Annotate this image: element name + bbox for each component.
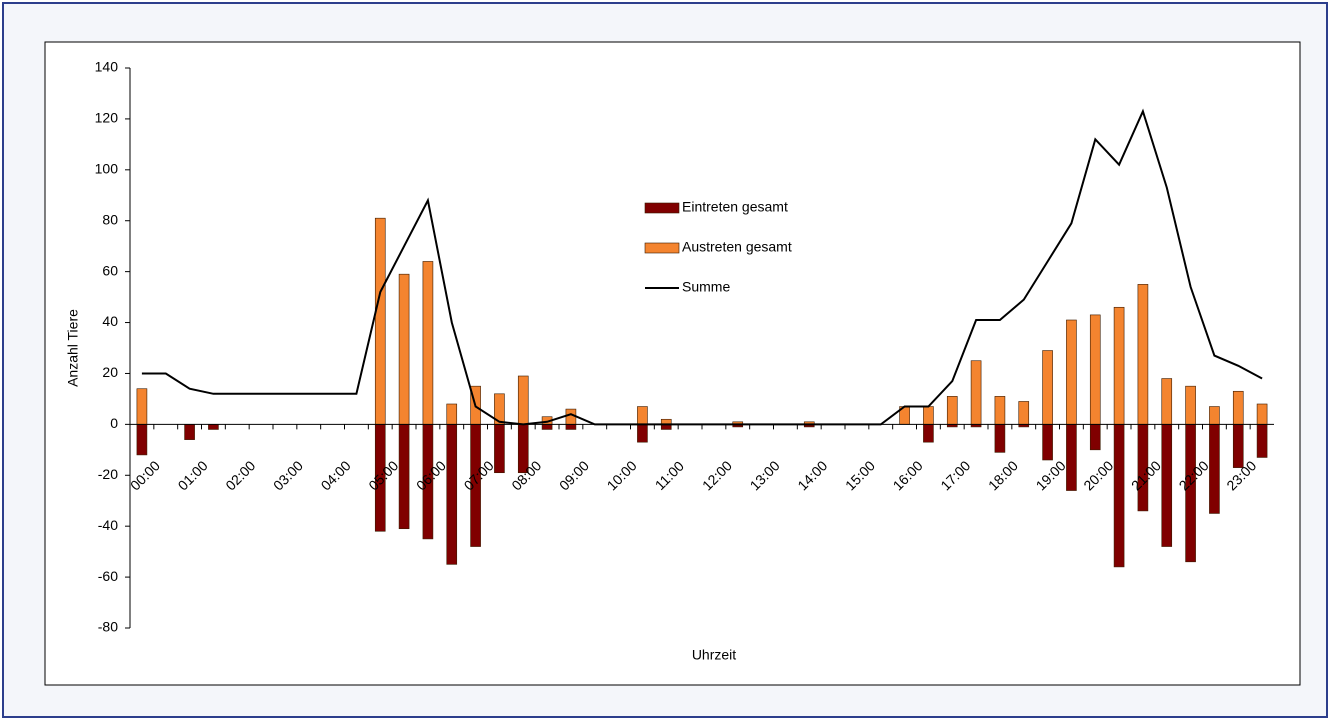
bar bbox=[446, 403, 458, 425]
bar bbox=[517, 375, 529, 425]
legend-swatch bbox=[644, 202, 680, 214]
bar bbox=[923, 406, 934, 425]
y-tick-label: -20 bbox=[98, 466, 118, 482]
bar bbox=[970, 360, 982, 425]
bar bbox=[1066, 319, 1077, 425]
bar bbox=[208, 424, 219, 430]
bar bbox=[923, 424, 934, 443]
bar bbox=[1066, 424, 1077, 491]
bar bbox=[994, 396, 1006, 425]
y-tick-label: -80 bbox=[98, 619, 118, 635]
bar bbox=[637, 424, 648, 443]
bar bbox=[136, 388, 148, 425]
bar bbox=[1113, 306, 1125, 425]
y-tick-label: 100 bbox=[95, 161, 119, 177]
y-tick-label: 120 bbox=[95, 110, 119, 126]
chart-area bbox=[44, 41, 1301, 686]
bar bbox=[637, 406, 648, 425]
bar bbox=[184, 424, 195, 440]
y-tick-label: -40 bbox=[98, 517, 118, 533]
y-tick-label: 140 bbox=[95, 59, 119, 75]
bar bbox=[1209, 406, 1220, 425]
y-tick-label: -60 bbox=[98, 568, 118, 584]
legend-label: Summe bbox=[682, 279, 730, 295]
bar bbox=[994, 424, 1006, 453]
legend-swatch bbox=[644, 242, 680, 254]
y-tick-label: 60 bbox=[102, 262, 118, 278]
bar bbox=[1042, 350, 1053, 425]
bar bbox=[1256, 424, 1268, 458]
legend-label: Eintreten gesamt bbox=[682, 199, 788, 215]
bar bbox=[1089, 424, 1101, 451]
bar bbox=[446, 424, 458, 565]
bar bbox=[565, 424, 577, 430]
y-tick-label: 40 bbox=[102, 313, 118, 329]
bar bbox=[398, 424, 410, 530]
bar bbox=[1185, 385, 1196, 425]
bar bbox=[1089, 314, 1101, 425]
bar bbox=[494, 424, 505, 474]
y-axis-title: Anzahl Tiere bbox=[65, 309, 81, 387]
y-tick-label: 0 bbox=[110, 415, 118, 431]
bar bbox=[1161, 424, 1173, 547]
line-series bbox=[141, 108, 1263, 426]
y-tick-label: 20 bbox=[102, 364, 118, 380]
bar bbox=[1042, 424, 1053, 461]
bar bbox=[374, 217, 386, 425]
bar bbox=[1256, 403, 1268, 425]
bar bbox=[1137, 284, 1149, 425]
y-tick-label: 80 bbox=[102, 211, 118, 227]
bar bbox=[946, 396, 958, 425]
bar bbox=[422, 261, 434, 425]
bar bbox=[1161, 378, 1173, 425]
bar bbox=[1113, 424, 1125, 568]
bar bbox=[541, 424, 553, 430]
bar bbox=[398, 273, 410, 425]
bar bbox=[136, 424, 148, 456]
bar bbox=[1232, 390, 1244, 425]
legend-label: Austreten gesamt bbox=[682, 239, 792, 255]
bar bbox=[1232, 424, 1244, 468]
x-axis-title: Uhrzeit bbox=[692, 647, 736, 663]
bar bbox=[1018, 401, 1030, 425]
